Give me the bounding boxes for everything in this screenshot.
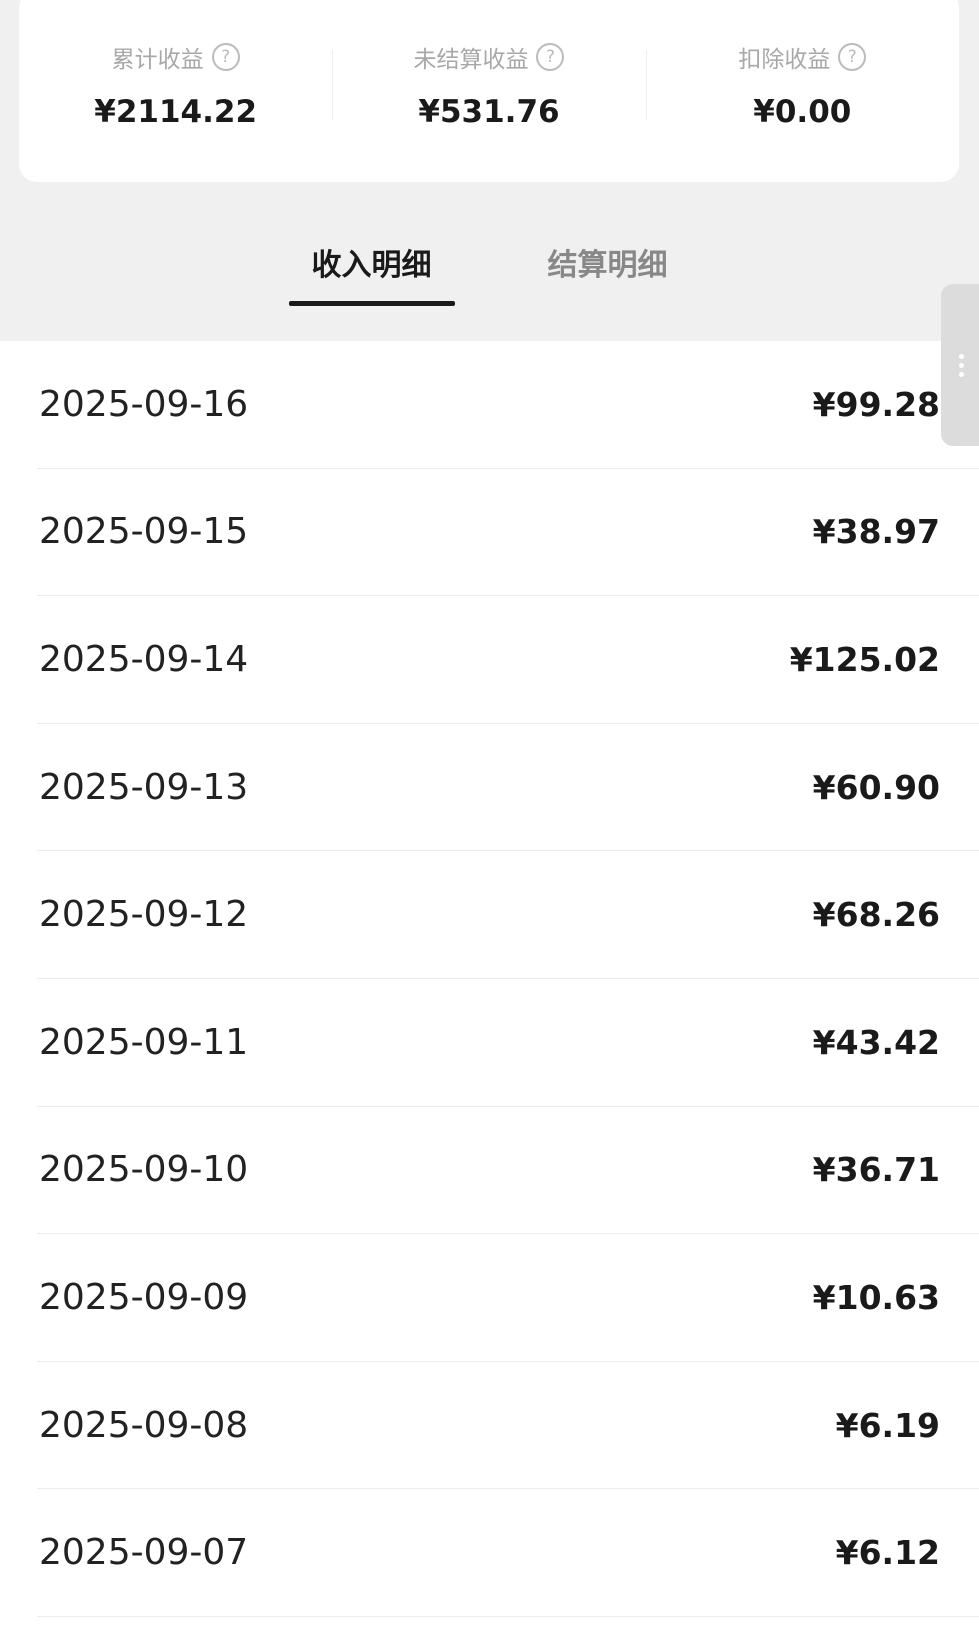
income-row[interactable]: 2025-09-13 ¥60.90 — [37, 724, 979, 852]
stat-deducted-earnings: 扣除收益? ¥0.00 — [645, 0, 959, 182]
income-row[interactable]: 2025-09-09 ¥10.63 — [37, 1234, 979, 1362]
row-amount: ¥125.02 — [789, 639, 940, 679]
question-circle-icon[interactable]: ? — [838, 43, 867, 71]
tab-settlement-details[interactable]: 结算明细 — [547, 248, 668, 283]
stat-value: ¥2114.22 — [94, 94, 258, 130]
row-date: 2025-09-13 — [39, 766, 249, 808]
earnings-summary-card: 累计收益? ¥2114.22 未结算收益? ¥531.76 扣除收益? ¥0.0… — [19, 0, 959, 182]
stat-value: ¥531.76 — [418, 94, 560, 130]
question-circle-icon[interactable]: ? — [536, 43, 565, 71]
income-list: 2025-09-16 ¥99.28 2025-09-15 ¥38.97 2025-09-… — [0, 341, 979, 1641]
income-row[interactable]: 2025-09-08 ¥6.19 — [37, 1362, 979, 1490]
tab-bar: 收入明细 结算明细 — [0, 240, 979, 306]
row-amount: ¥99.28 — [812, 384, 940, 424]
row-date: 2025-09-09 — [39, 1276, 249, 1318]
row-date: 2025-09-10 — [39, 1149, 249, 1191]
row-date: 2025-09-11 — [39, 1021, 249, 1063]
row-amount: ¥36.71 — [812, 1150, 940, 1190]
side-drag-handle[interactable] — [941, 284, 979, 446]
stat-label: 累计收益 — [111, 47, 204, 73]
row-date: 2025-09-08 — [39, 1404, 249, 1446]
row-date: 2025-09-16 — [39, 383, 249, 425]
row-amount: ¥60.90 — [812, 767, 940, 807]
row-amount: ¥10.63 — [812, 1277, 940, 1317]
row-amount: ¥6.19 — [835, 1405, 940, 1445]
stat-value: ¥0.00 — [753, 94, 852, 130]
income-row[interactable]: 2025-09-16 ¥99.28 — [37, 341, 979, 469]
tab-income-details[interactable]: 收入明细 — [288, 240, 455, 306]
row-amount: ¥43.42 — [812, 1022, 940, 1062]
row-amount: ¥6.12 — [835, 1533, 940, 1573]
row-amount: ¥38.97 — [812, 512, 940, 552]
row-date: 2025-09-15 — [39, 511, 249, 553]
stat-label: 未结算收益 — [413, 47, 529, 73]
income-row[interactable]: 2025-09-14 ¥125.02 — [37, 596, 979, 724]
row-date: 2025-09-12 — [39, 894, 249, 936]
income-row[interactable]: 2025-09-12 ¥68.26 — [37, 851, 979, 979]
row-amount: ¥68.26 — [812, 895, 940, 935]
row-date: 2025-09-14 — [39, 638, 249, 680]
stat-label: 扣除收益 — [738, 47, 831, 73]
income-row[interactable]: 2025-09-07 ¥6.12 — [37, 1489, 979, 1617]
question-circle-icon[interactable]: ? — [211, 43, 240, 71]
stat-total-earnings: 累计收益? ¥2114.22 — [19, 0, 332, 182]
row-date: 2025-09-07 — [39, 1532, 249, 1574]
income-row[interactable]: 2025-09-15 ¥38.97 — [37, 469, 979, 597]
more-dots-icon — [958, 353, 964, 377]
stat-unsettled-earnings: 未结算收益? ¥531.76 — [332, 0, 645, 182]
income-row[interactable]: 2025-09-10 ¥36.71 — [37, 1107, 979, 1235]
income-row[interactable]: 2025-09-11 ¥43.42 — [37, 979, 979, 1107]
